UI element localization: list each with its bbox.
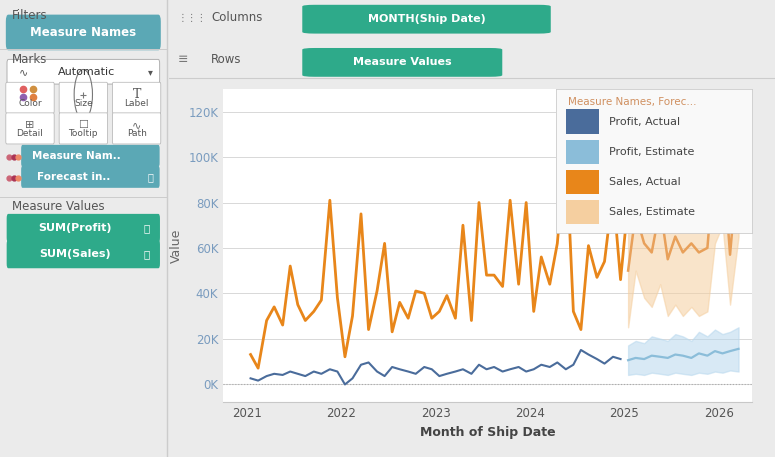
- Text: Rows: Rows: [212, 53, 242, 66]
- Text: MONTH(Ship Date): MONTH(Ship Date): [367, 14, 485, 24]
- Text: ∿: ∿: [132, 120, 141, 130]
- Text: ⤢: ⤢: [143, 223, 150, 233]
- Text: Size: Size: [74, 99, 93, 108]
- Text: ☐: ☐: [78, 120, 88, 130]
- Text: ⊞: ⊞: [26, 120, 35, 130]
- Text: Measure Names, Forec...: Measure Names, Forec...: [568, 97, 697, 107]
- Text: ⋮⋮⋮: ⋮⋮⋮: [178, 13, 207, 22]
- Text: Automatic: Automatic: [58, 67, 115, 77]
- Text: Measure Values: Measure Values: [12, 200, 105, 213]
- Text: Sales, Estimate: Sales, Estimate: [609, 207, 695, 217]
- FancyBboxPatch shape: [566, 109, 599, 134]
- Text: Measure Nam..: Measure Nam..: [33, 151, 121, 161]
- Text: Columns: Columns: [212, 11, 263, 24]
- FancyBboxPatch shape: [59, 82, 108, 113]
- Text: ≡: ≡: [178, 53, 188, 66]
- FancyBboxPatch shape: [566, 170, 599, 194]
- FancyBboxPatch shape: [7, 214, 160, 242]
- Text: Color: Color: [18, 99, 42, 108]
- Text: Forecast in..: Forecast in..: [36, 172, 110, 182]
- Text: Label: Label: [124, 99, 149, 108]
- Text: Measure Values: Measure Values: [353, 58, 452, 67]
- Text: ⤢: ⤢: [143, 249, 150, 259]
- X-axis label: Month of Ship Date: Month of Ship Date: [420, 425, 555, 439]
- FancyBboxPatch shape: [302, 5, 551, 34]
- FancyBboxPatch shape: [6, 82, 54, 113]
- Text: Detail: Detail: [16, 129, 43, 138]
- Text: ⤢: ⤢: [147, 172, 153, 182]
- FancyBboxPatch shape: [7, 59, 160, 84]
- Text: Marks: Marks: [12, 53, 47, 66]
- FancyBboxPatch shape: [112, 82, 160, 113]
- Text: Tooltip: Tooltip: [68, 129, 98, 138]
- Text: Profit, Estimate: Profit, Estimate: [609, 147, 694, 157]
- FancyBboxPatch shape: [566, 200, 599, 224]
- Text: Profit, Actual: Profit, Actual: [609, 117, 680, 127]
- Text: Path: Path: [126, 129, 146, 138]
- Text: T: T: [133, 88, 141, 101]
- Text: Filters: Filters: [12, 10, 47, 22]
- Text: SUM(Profit): SUM(Profit): [38, 223, 112, 233]
- Text: Sales, Actual: Sales, Actual: [609, 177, 680, 187]
- Text: SUM(Sales): SUM(Sales): [40, 249, 111, 259]
- FancyBboxPatch shape: [21, 145, 160, 167]
- Text: ∿: ∿: [19, 67, 28, 77]
- FancyBboxPatch shape: [112, 113, 160, 144]
- Text: ▾: ▾: [147, 67, 153, 77]
- Text: Measure Names: Measure Names: [30, 26, 136, 39]
- FancyBboxPatch shape: [59, 113, 108, 144]
- Y-axis label: Value: Value: [170, 228, 183, 263]
- FancyBboxPatch shape: [566, 139, 599, 164]
- FancyBboxPatch shape: [6, 113, 54, 144]
- FancyBboxPatch shape: [7, 240, 160, 268]
- FancyBboxPatch shape: [6, 15, 160, 50]
- FancyBboxPatch shape: [302, 48, 502, 77]
- FancyBboxPatch shape: [21, 166, 160, 188]
